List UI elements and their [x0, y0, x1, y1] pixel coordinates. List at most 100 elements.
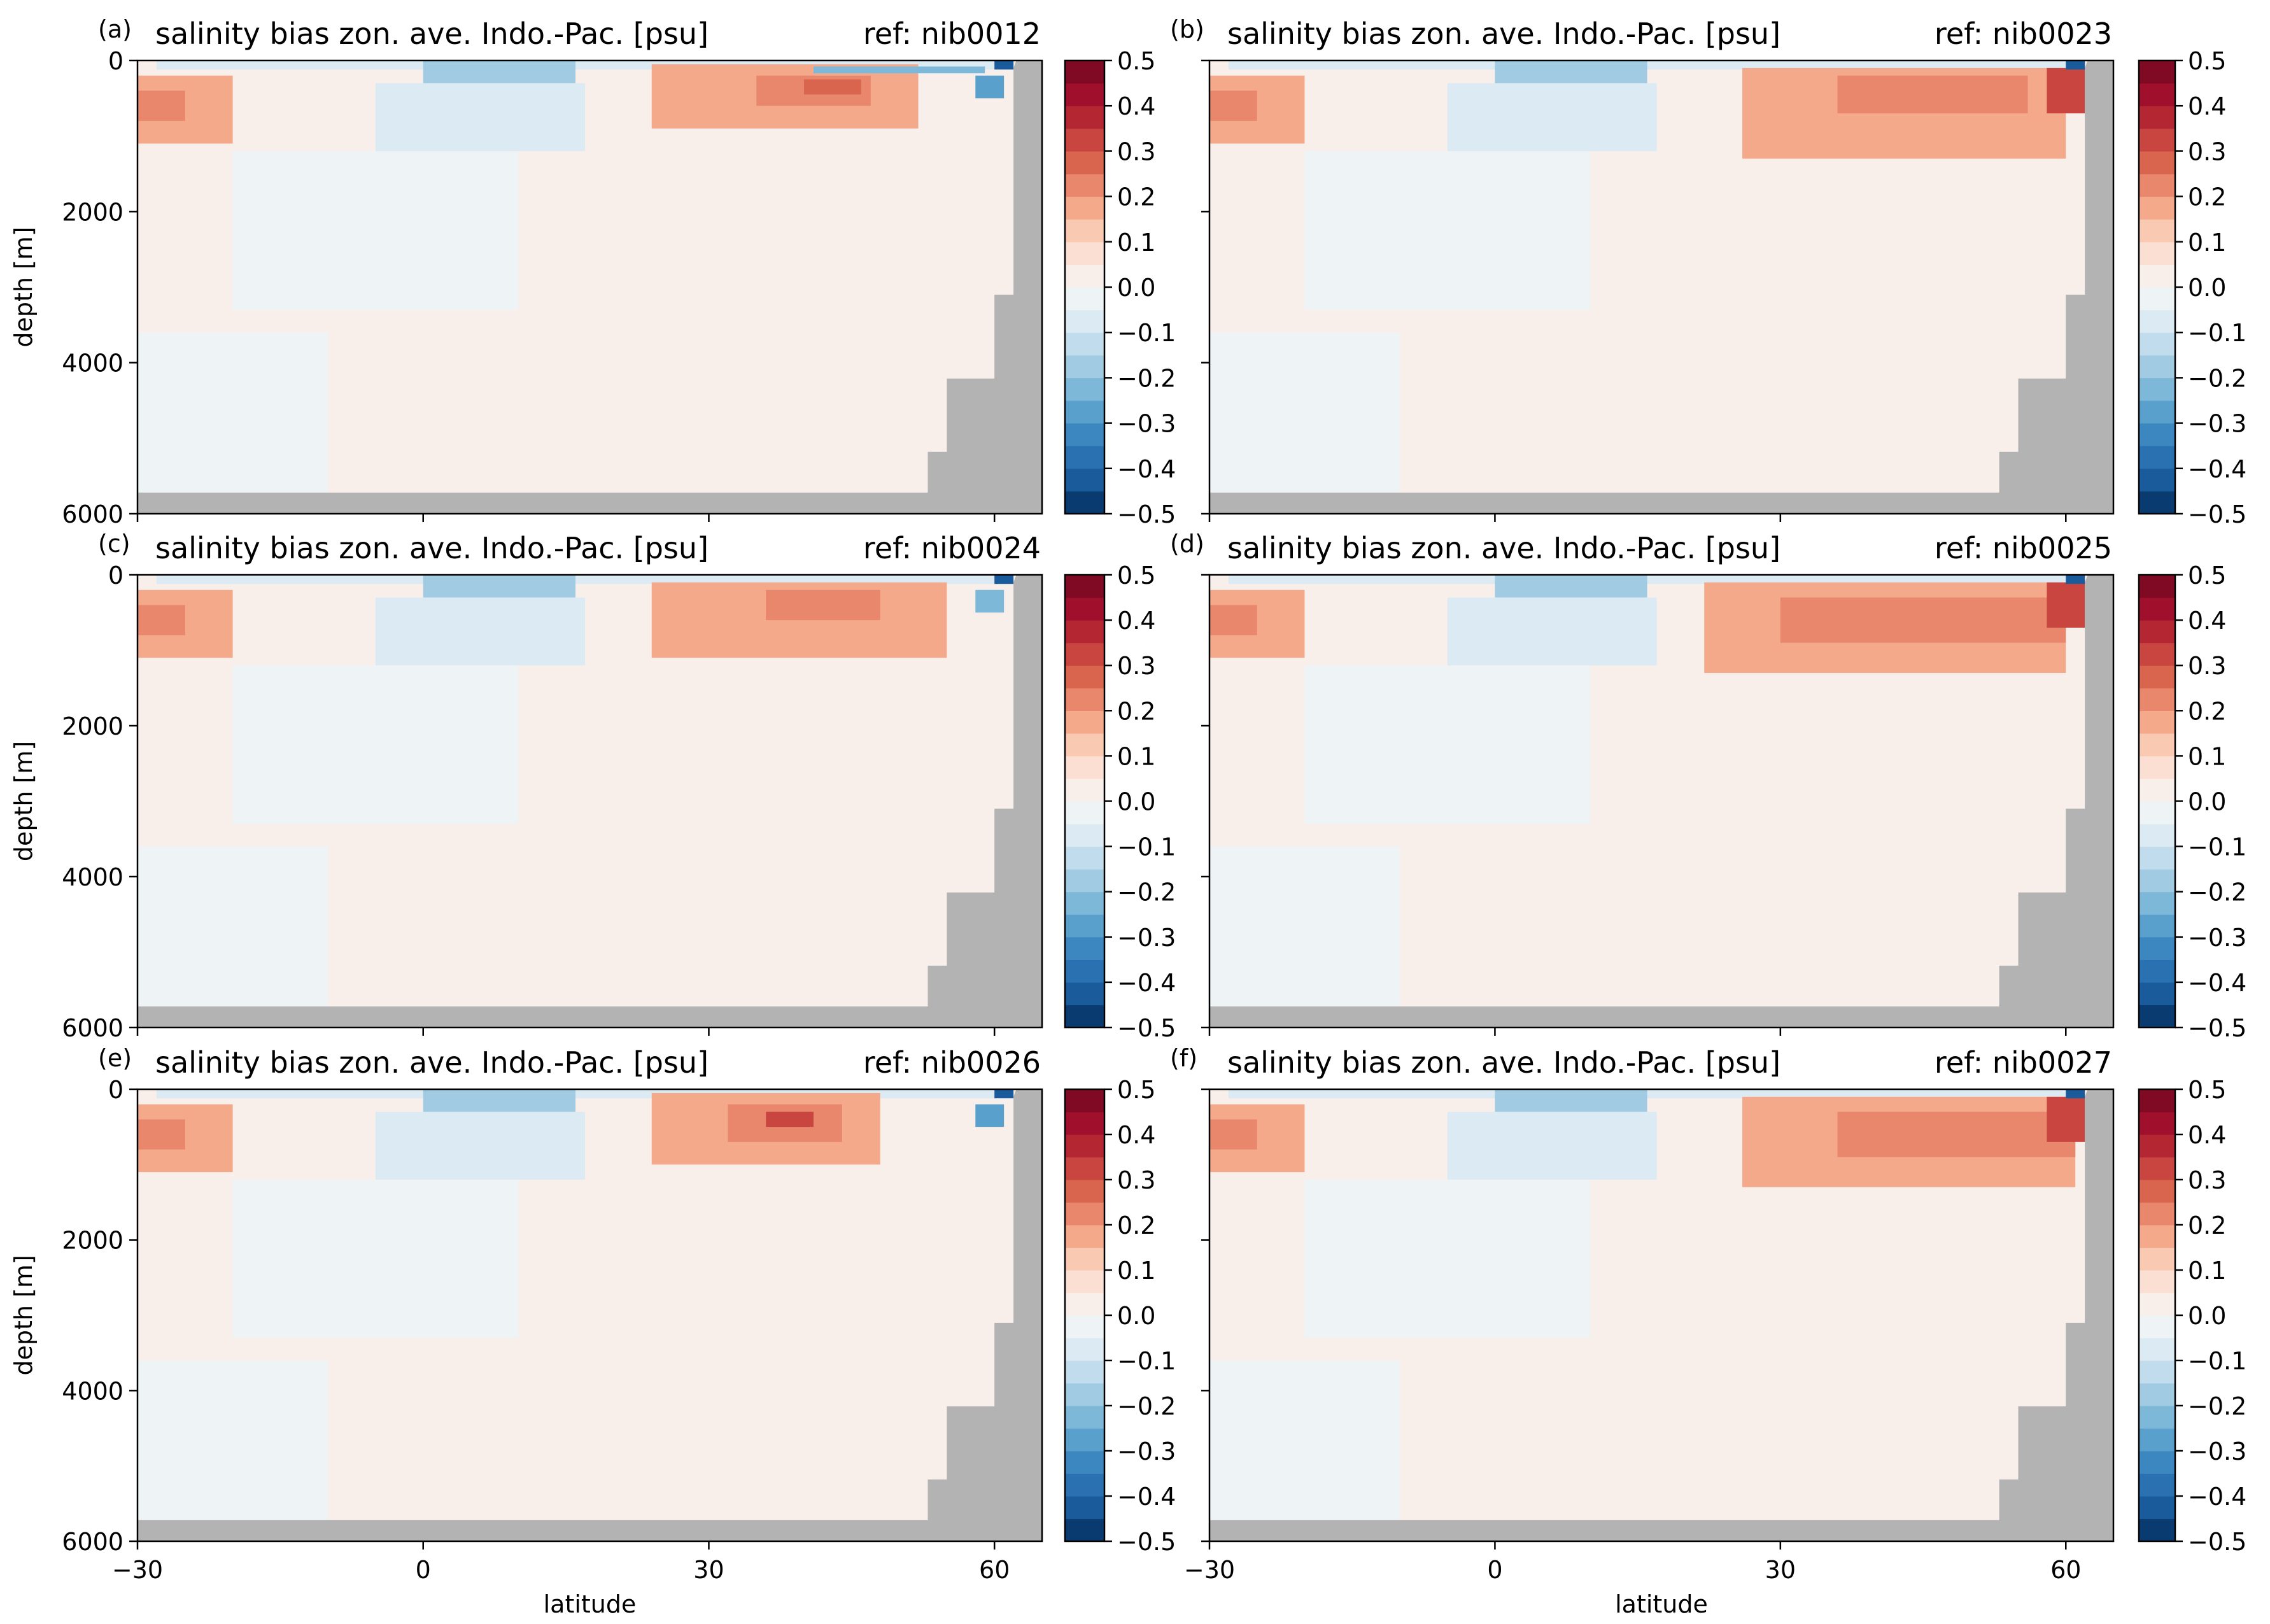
colorbar-tick-label: −0.5	[1117, 500, 1176, 528]
x-tick-label: 0	[416, 1556, 431, 1584]
colorbar-segment	[1065, 959, 1104, 983]
y-tick-label: 6000	[62, 1528, 123, 1556]
land-mask	[1209, 1089, 2113, 1541]
field-patch-1	[1304, 1180, 1590, 1338]
colorbar-segment	[1065, 332, 1104, 356]
field-patch-6	[137, 90, 185, 121]
salinity-field	[1209, 1089, 2113, 1541]
colorbar-segment	[2139, 1202, 2175, 1225]
field-patch-2	[1209, 846, 1400, 1006]
plot-frame	[1208, 59, 2115, 515]
field-patch-11	[975, 1104, 1005, 1127]
colorbar-tick-label: 0.1	[2188, 742, 2226, 770]
colorbar-segment	[1065, 801, 1104, 824]
colorbar-segment	[2139, 151, 2175, 174]
x-tick-label: 0	[1487, 1556, 1502, 1584]
colorbar-segment	[1065, 83, 1104, 106]
colorbar-segment	[1065, 846, 1104, 870]
colorbar-segment	[2139, 423, 2175, 446]
colorbar-tick-label: −0.5	[2188, 1528, 2246, 1556]
colorbar-tick-label: 0.5	[2188, 1076, 2226, 1104]
field-patch-12	[975, 75, 1005, 99]
colorbar-segment	[2139, 982, 2175, 1006]
panel-title: salinity bias zon. ave. Indo.-Pac. [psu]	[155, 1045, 708, 1080]
colorbar-tick-label: 0.1	[1117, 1257, 1155, 1285]
colorbar-segment	[2139, 575, 2175, 598]
field-patch-11	[2066, 60, 2085, 70]
colorbar-segment	[1065, 1338, 1104, 1361]
colorbar-tick-label: 0.3	[2188, 1166, 2226, 1194]
colorbar-segment	[2139, 400, 2175, 424]
colorbar-segment	[1065, 196, 1104, 220]
field-patch-1	[232, 665, 519, 824]
colorbar-segment	[2139, 1180, 2175, 1203]
colorbar-tick-label: 0.3	[1117, 138, 1155, 166]
field-patch-3	[1447, 1112, 1657, 1180]
colorbar-segment	[2139, 1089, 2175, 1113]
y-tick-label: 4000	[62, 350, 123, 378]
colorbar-segment	[2139, 642, 2175, 666]
colorbar-segment	[2139, 756, 2175, 779]
colorbar-tick-label: 0.2	[2188, 697, 2226, 725]
colorbar-segment	[1065, 688, 1104, 711]
colorbar-segment	[1065, 468, 1104, 491]
colorbar-tick-label: −0.4	[1117, 455, 1176, 483]
colorbar-tick-label: −0.1	[1117, 833, 1176, 861]
colorbar-segment	[1065, 665, 1104, 689]
colorbar-segment	[2139, 597, 2175, 621]
panel-title: salinity bias zon. ave. Indo.-Pac. [psu]	[155, 17, 708, 51]
panel-letter: (e)	[98, 1044, 132, 1072]
field-patch-3	[375, 597, 586, 666]
x-tick-label: 60	[979, 1556, 1010, 1584]
colorbar-tick-label: 0.1	[1117, 742, 1155, 770]
field-patch-3	[375, 83, 586, 152]
colorbar-segment	[2139, 355, 2175, 378]
panel-d: (d) salinity bias zon. ave. Indo.-Pac. [p…	[1170, 530, 2246, 1042]
colorbar-segment	[1065, 575, 1104, 598]
colorbar-segment	[1065, 400, 1104, 424]
field-patch-6	[1209, 605, 1257, 635]
panel-ref: ref: nib0025	[1935, 531, 2112, 565]
colorbar-segment	[1065, 1406, 1104, 1429]
y-tick-label: 0	[108, 1076, 123, 1104]
y-tick-label: 2000	[62, 1227, 123, 1255]
land-mask	[137, 60, 1042, 514]
colorbar-tick-label: −0.4	[1117, 969, 1176, 997]
salinity-field	[137, 575, 1042, 1027]
panel-ref: ref: nib0023	[1935, 17, 2112, 51]
colorbar-tick-label: 0.5	[2188, 561, 2226, 590]
colorbar-segment	[1065, 1089, 1104, 1113]
panel-title: salinity bias zon. ave. Indo.-Pac. [psu]	[155, 531, 708, 565]
y-tick-label: 6000	[62, 500, 123, 528]
colorbar-tick-label: 0.5	[1117, 1076, 1155, 1104]
colorbar-segment	[2139, 264, 2175, 288]
colorbar-segment	[2139, 219, 2175, 243]
field-patch-3	[1447, 597, 1657, 666]
colorbar-segment	[1065, 1360, 1104, 1384]
panel-e: 0 2000 4000 6000−30 0 30 60 (e) salinity bias zo…	[10, 1044, 1176, 1618]
panel-b: (b) salinity bias zon. ave. Indo.-Pac. [p…	[1170, 15, 2246, 528]
field-patch-9	[1495, 575, 1647, 598]
colorbar-segment	[1065, 1315, 1104, 1339]
colorbar-tick-label: 0.0	[1117, 1302, 1155, 1330]
x-tick-label: 60	[2050, 1556, 2081, 1584]
field-patch-10	[423, 60, 576, 83]
field-patch-8	[1837, 75, 2028, 114]
plot-frame	[1208, 1088, 2115, 1543]
colorbar-segment	[2139, 1338, 2175, 1361]
colorbar-segment	[1065, 1428, 1104, 1451]
colorbar-tick-label: −0.1	[2188, 1347, 2246, 1375]
colorbar: −0.5 −0.4 −0.3 −0.2 −0.1 0.0 0.1 0.2 0.3 0.4 0.5	[1064, 47, 1176, 528]
colorbar-segment	[2139, 1270, 2175, 1294]
y-tick-label: 2000	[62, 712, 123, 740]
field-patch-6	[137, 1119, 185, 1150]
colorbar-segment	[1065, 378, 1104, 401]
colorbar-segment	[2139, 1005, 2175, 1028]
panel-ref: ref: nib0012	[863, 17, 1041, 51]
field-patch-6	[1209, 1119, 1257, 1150]
x-tick-label: −30	[1184, 1556, 1235, 1584]
field-patch-4	[1228, 60, 2085, 70]
x-tick-label: −30	[112, 1556, 163, 1584]
field-patch-10	[2047, 582, 2085, 628]
colorbar-segment	[1065, 1451, 1104, 1474]
